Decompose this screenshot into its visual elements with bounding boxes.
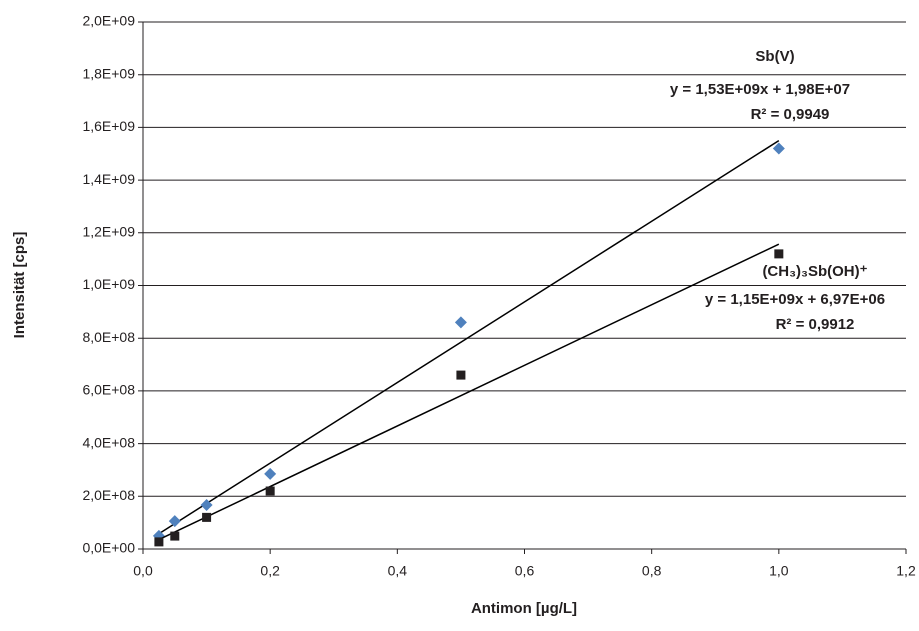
point (456, 370, 466, 380)
point (774, 249, 784, 259)
y-tick-label: 2,0E+09 (82, 13, 135, 29)
point (168, 515, 181, 528)
point (454, 316, 467, 329)
x-tick-label: 1,2 (896, 563, 916, 579)
point (154, 537, 164, 547)
x-tick-label: 0,6 (515, 563, 535, 579)
y-tick-label: 2,0E+08 (82, 487, 135, 503)
y-tick-label: 1,0E+09 (82, 276, 135, 292)
point (170, 531, 180, 541)
point (202, 512, 212, 522)
point (265, 486, 275, 496)
y-tick-label: 8,0E+08 (82, 329, 135, 345)
x-tick-label: 1,0 (769, 563, 789, 579)
y-tick-label: 6,0E+08 (82, 382, 135, 398)
y-tick-label: 1,8E+09 (82, 65, 135, 81)
x-tick-label: 0,2 (260, 563, 280, 579)
trend-r2: R² = 0,9912 (776, 316, 855, 333)
x-axis-title: Antimon [µg/L] (471, 600, 577, 617)
point (264, 467, 277, 480)
y-tick-label: 4,0E+08 (82, 434, 135, 450)
y-tick-label: 1,4E+09 (82, 171, 135, 187)
trend-equation: y = 1,15E+09x + 6,97E+06 (705, 291, 885, 308)
x-tick-label: 0,0 (133, 563, 153, 579)
y-tick-label: 0,0E+00 (82, 540, 135, 556)
x-tick-label: 0,8 (642, 563, 662, 579)
trendline (158, 243, 780, 541)
x-tick-label: 0,4 (388, 563, 408, 579)
point (200, 498, 213, 511)
y-tick-label: 1,6E+09 (82, 118, 135, 134)
trend-equation: y = 1,53E+09x + 1,98E+07 (670, 81, 850, 98)
point (772, 142, 785, 155)
series-label: (CH₃)₃Sb(OH)⁺ (762, 263, 867, 280)
y-axis-title: Intensität [cps] (11, 232, 28, 339)
trend-r2: R² = 0,9949 (751, 106, 830, 123)
series-label: Sb(V) (755, 48, 794, 65)
y-tick-label: 1,2E+09 (82, 224, 135, 240)
trendline (158, 139, 780, 535)
